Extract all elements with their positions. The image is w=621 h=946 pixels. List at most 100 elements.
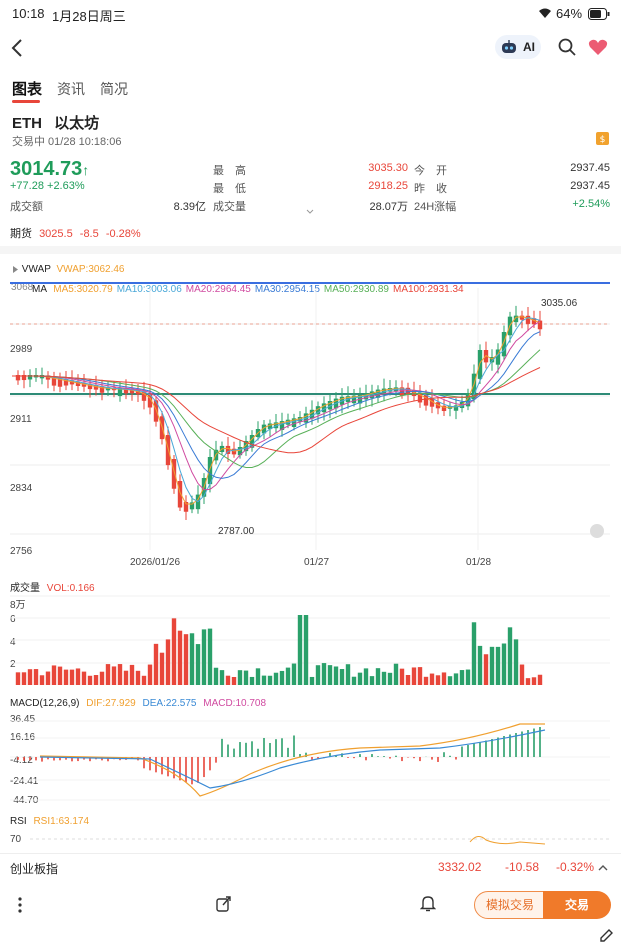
rsi-chart[interactable] <box>0 830 621 854</box>
macd-histogram-bar <box>431 757 433 760</box>
candle-body <box>99 386 105 393</box>
macd-histogram-bar <box>443 752 445 757</box>
tab-profile[interactable]: 简况 <box>100 81 128 97</box>
volume-bar <box>453 673 459 685</box>
macd-histogram-bar <box>257 748 259 757</box>
futures-row[interactable]: 期货 3025.5 -8.5 -0.28% <box>10 225 141 241</box>
macd-histogram-bar <box>371 754 373 757</box>
macd-histogram-bar <box>521 731 523 757</box>
volume-bar <box>261 675 267 685</box>
volume-legend[interactable]: 成交量 VOL:0.166 <box>10 579 95 594</box>
back-arrow-icon[interactable] <box>10 38 24 58</box>
more-options-icon[interactable] <box>18 897 22 913</box>
trade-button[interactable]: 交易 <box>543 891 611 919</box>
simulated-trade-button[interactable]: 模拟交易 <box>474 891 546 919</box>
volume-bar <box>489 646 495 685</box>
volume-indicator-value: VOL:0.166 <box>46 583 95 594</box>
macd-histogram-bar <box>305 752 307 757</box>
macd-histogram-bar <box>407 757 409 758</box>
currency-badge-icon[interactable]: $ <box>596 132 609 145</box>
candle-body <box>69 380 75 385</box>
macd-histogram-bar <box>77 757 79 762</box>
candle-body <box>327 401 333 410</box>
macd-histogram-bar <box>365 757 367 761</box>
index-ticker[interactable]: 创业板指 3332.02 -10.58 -0.32% <box>0 853 621 881</box>
volume-chart[interactable] <box>0 590 621 688</box>
macd-histogram-bar <box>353 757 355 759</box>
macd-histogram-bar <box>449 755 451 757</box>
tab-chart[interactable]: 图表 <box>12 78 42 103</box>
candle-body <box>189 502 195 510</box>
candle-body <box>501 332 507 357</box>
candlestick-chart[interactable] <box>0 278 621 568</box>
volume-bar <box>135 670 141 685</box>
chevron-down-icon[interactable] <box>306 209 314 215</box>
volume-bar <box>183 634 189 685</box>
volume-value: 28.07万 <box>369 201 408 213</box>
volume-bar <box>165 639 171 685</box>
macd-histogram-bar <box>179 757 181 781</box>
volume-bar <box>519 664 525 685</box>
macd-chart[interactable] <box>0 712 621 808</box>
candle-body <box>147 393 153 408</box>
macd-histogram-bar <box>143 757 145 769</box>
candle-body <box>249 435 255 448</box>
candle-body <box>51 376 57 386</box>
candle-body <box>399 387 405 396</box>
chevron-up-icon[interactable] <box>598 864 608 871</box>
high-label: 最 高 <box>213 165 246 177</box>
volume-bar <box>195 644 201 685</box>
last-price: 3014.73↑ <box>10 158 90 180</box>
search-icon[interactable] <box>558 38 576 56</box>
volume-bar <box>309 676 315 685</box>
ma-legend-item: MA30:2954.15 <box>254 284 320 295</box>
symbol-code: ETH <box>12 115 42 132</box>
macd-dif: DIF:27.929 <box>86 698 136 709</box>
volume-bar <box>153 643 159 685</box>
volume-bar <box>189 633 195 685</box>
x-axis-label: 01/28 <box>466 557 492 568</box>
volume-bar <box>357 672 363 685</box>
vwap-legend[interactable]: VWAP VWAP:3062.46 <box>12 264 124 275</box>
candle-body <box>495 349 501 365</box>
candle-body <box>225 445 231 454</box>
macd-histogram-bar <box>527 730 529 757</box>
volume-bar <box>147 664 153 685</box>
candle-body <box>321 403 327 413</box>
volume-bar <box>159 652 165 685</box>
candle-body <box>165 435 171 466</box>
ma-legend-item: MA50:2930.89 <box>323 284 389 295</box>
candle-body <box>309 409 315 419</box>
macd-histogram-bar <box>173 757 175 779</box>
volume-bar <box>171 618 177 685</box>
macd-histogram-bar <box>389 757 391 759</box>
volume-bar <box>435 675 441 685</box>
macd-legend[interactable]: MACD(12,26,9) DIF:27.929 DEA:22.575 MACD… <box>10 698 266 709</box>
volume-bar <box>99 671 105 685</box>
ai-assistant-button[interactable]: AI <box>495 35 541 59</box>
tab-news[interactable]: 资讯 <box>57 81 85 97</box>
y-axis-label: 2756 <box>10 546 33 557</box>
share-icon[interactable] <box>216 896 231 912</box>
candle-body <box>117 387 123 397</box>
volume-bar <box>297 615 303 685</box>
macd-histogram-bar <box>41 757 43 762</box>
bottom-toolbar <box>0 885 621 927</box>
volume-bar <box>123 670 129 685</box>
volume-bar <box>321 663 327 685</box>
rsi-legend[interactable]: RSI RSI1:63.174 <box>10 816 89 827</box>
moving-average-line <box>12 349 541 468</box>
volume-bar <box>333 666 339 685</box>
status-time: 10:18 <box>12 6 45 21</box>
price-alert-bell-icon[interactable] <box>420 895 436 912</box>
macd-histogram-bar <box>383 756 385 757</box>
macd-histogram-bar <box>539 727 541 757</box>
volume-bar <box>177 630 183 685</box>
macd-histogram-bar <box>299 754 301 757</box>
favorite-heart-icon[interactable] <box>588 39 608 56</box>
rsi-axis-label: 70 <box>10 834 22 845</box>
x-axis-label: 01/27 <box>304 557 330 568</box>
rsi-line <box>469 836 546 845</box>
edit-pencil-icon[interactable] <box>598 928 614 944</box>
ma-legend[interactable]: MA MA5:3020.79 MA10:3003.06 MA20:2964.45 MA… <box>32 284 464 295</box>
